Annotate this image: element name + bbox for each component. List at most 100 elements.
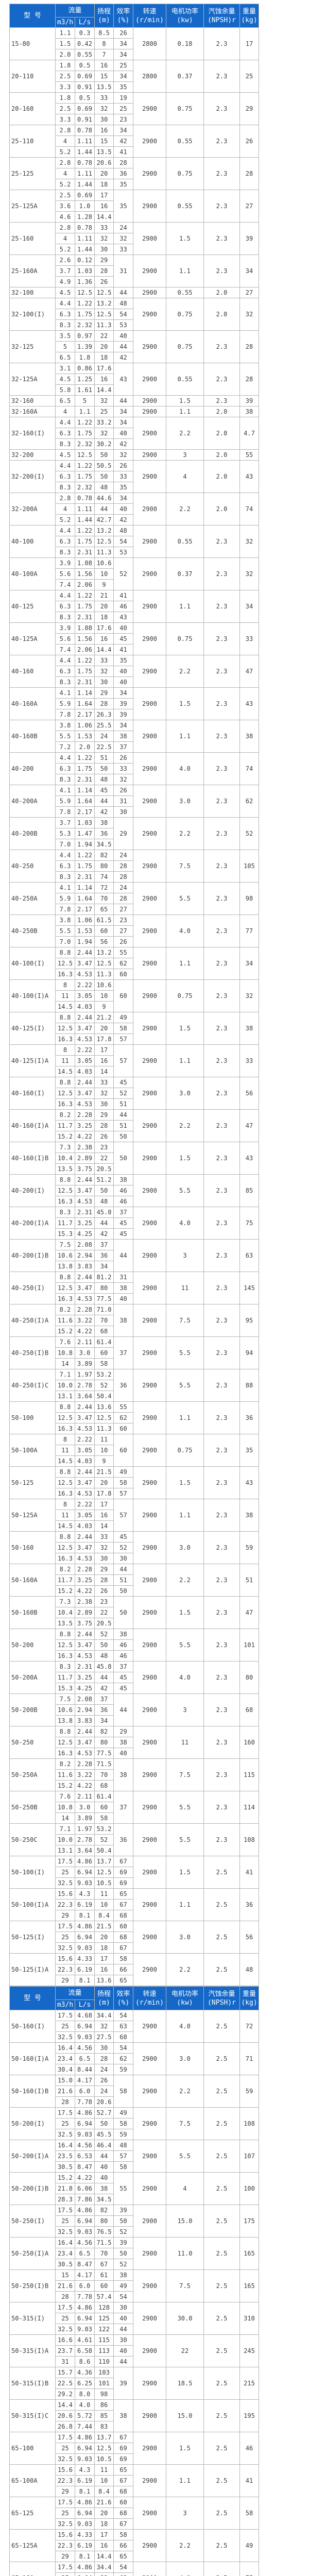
model-cell: 40-160(I) — [9, 1077, 56, 1110]
head-cell: 9 — [94, 579, 114, 590]
flow-ls-cell: 3.47 — [74, 1023, 95, 1034]
efficiency-cell: 66 — [113, 1964, 134, 1975]
head-cell: 80 — [94, 860, 114, 872]
head-cell: 17.8 — [94, 1488, 114, 1499]
flow-ls-cell: 0.3 — [74, 27, 95, 39]
flow-m3h-cell: 4.4 — [55, 752, 75, 764]
speed-cell: 2900 — [133, 622, 167, 655]
spec-row: 16.3 4.53 30 51 — [10, 1098, 259, 1110]
speed-cell: 2900 — [133, 2269, 167, 2302]
flow-ls-cell: 6.0 — [74, 2086, 95, 2097]
spec-row: 7.0 1.94 56 26 — [10, 936, 259, 947]
flow-m3h-cell: 7.1 — [55, 1369, 75, 1380]
npsh-cell: 2.3 — [203, 622, 241, 655]
flow-m3h-cell: 16.4 — [55, 2140, 75, 2151]
head-cell: 32 — [94, 233, 114, 244]
flow-m3h-cell: 8.2 — [55, 1109, 75, 1121]
efficiency-cell: 49 — [113, 2280, 134, 2292]
spec-row: 2.5 0.69 32 25 — [10, 103, 259, 114]
head-cell: 71.5 — [94, 1758, 114, 1770]
spec-row: 40-200(I)A 8.3 2.31 45.0 37 2900 4.0 2.3 75 — [9, 1207, 260, 1240]
flow-ls-cell: 2.31 — [74, 774, 95, 785]
flow-ls-cell: 6.94 — [74, 2021, 95, 2032]
efficiency-cell: 42 — [113, 438, 134, 450]
head-cell: 77.5 — [94, 1293, 114, 1304]
head-cell: 72 — [94, 882, 114, 893]
motor-power-cell: 0.75 — [166, 330, 204, 363]
npsh-cell: 2.3 — [203, 590, 241, 623]
model-cell: 50-200(I)A — [9, 2140, 56, 2173]
weight-cell: 75 — [239, 1207, 260, 1240]
spec-row: 50-100(I)A 15.6 4.3 11 65 2900 1.1 2.5 36 — [9, 1888, 260, 1921]
efficiency-cell: 57 — [113, 2150, 134, 2162]
spec-row: 15.2 4.22 26 50 — [10, 1585, 259, 1597]
spec-row: 25 6.94 12.5 69 — [10, 1867, 259, 1878]
npsh-cell: 2.3 — [203, 190, 241, 223]
flow-ls-cell: 1.06 — [74, 720, 95, 731]
spec-row: 32-125 3.5 0.97 22 40 2900 0.75 2.3 28 — [9, 330, 260, 363]
flow-m3h-cell: 8 — [55, 1499, 75, 1510]
flow-ls-cell: 3.47 — [74, 1639, 95, 1651]
head-cell: 13.2 — [94, 298, 114, 309]
model-cell: 40-160(I)B — [9, 1142, 56, 1175]
head-cell: 76.5 — [94, 2226, 114, 2238]
flow-ls-cell: 4.56 — [74, 2140, 95, 2151]
spec-row: 13.1 3.64 50.4 — [10, 1845, 259, 1856]
head-cell: 60 — [94, 1802, 114, 1813]
motor-power-cell: 1.5 — [166, 395, 204, 406]
efficiency-cell: 45 — [113, 1531, 134, 1543]
npsh-cell: 2.5 — [203, 2432, 241, 2465]
speed-cell: 2900 — [133, 2367, 167, 2400]
weight-cell: 310 — [239, 2302, 260, 2335]
weight-cell: 77 — [239, 914, 260, 947]
head-cell: 52 — [94, 1629, 114, 1640]
spec-row: 25-125A 2.5 0.69 17 35 2900 0.55 2.3 27 — [9, 190, 260, 223]
flow-ls-cell: 4.03 — [74, 1066, 95, 1077]
head-cell: 21.6 — [94, 2497, 114, 2508]
flow-m3h-cell: 30.4 — [55, 2064, 75, 2075]
efficiency-cell: 69 — [113, 1877, 134, 1889]
flow-m3h-cell: 29 — [55, 2551, 75, 2562]
head-cell: 16 — [94, 200, 114, 212]
spec-row: 50-315(I) 17.5 4.86 128 30 2900 30.0 2.5 310 — [9, 2302, 260, 2335]
spec-row: 23.5 6.53 44 57 — [10, 2150, 259, 2162]
weight-cell: 59 — [239, 1531, 260, 1564]
efficiency-cell: 58 — [113, 1477, 134, 1488]
flow-ls-cell: 2.08 — [74, 1239, 95, 1250]
flow-m3h-cell: 10.4 — [55, 1607, 75, 1618]
spec-row: 65-100 17.5 4.86 13.7 67 2900 1.5 2.5 46 — [9, 2432, 260, 2465]
head-cell: 30 — [94, 1553, 114, 1564]
efficiency-cell: 34 — [113, 125, 134, 136]
flow-ls-cell: 7.78 — [74, 2096, 95, 2108]
flow-ls-cell: 3.25 — [74, 1120, 95, 1131]
head-cell: 17.6 — [94, 622, 114, 634]
flow-m3h-cell: 7.8 — [55, 709, 75, 720]
weight-cell: 39 — [239, 395, 260, 406]
speed-cell: 2900 — [133, 557, 167, 590]
spec-row: 50-160(I)B 15.0 4.17 26 58 2900 2.2 2.5 59 — [9, 2075, 260, 2108]
pump-spec-table-1: 型 号流量 扬程 (m) 效率 (%) 转速 (r/min) 电机功率 (kw) 汽蚀余量 (NPS… — [9, 4, 260, 1986]
header-speed: 转速 (r/min) — [133, 4, 167, 28]
spec-row: 40-100(I)A 8 2.22 10.6 60 2900 0.75 2.3 32 — [9, 979, 260, 1012]
flow-m3h-cell: 11 — [55, 990, 75, 1002]
flow-m3h-cell: 3.5 — [55, 330, 75, 342]
weight-cell: 33 — [239, 622, 260, 655]
spec-row: 32.5 9.03 45.5 59 — [10, 2129, 259, 2140]
motor-power-cell: 4 — [166, 460, 204, 493]
head-cell: 125 — [94, 2313, 114, 2324]
speed-cell: 2900 — [133, 785, 167, 818]
head-cell: 61.5 — [94, 914, 114, 926]
head-cell: 60 — [94, 2280, 114, 2292]
head-cell: 32 — [94, 666, 114, 677]
flow-ls-cell: 1.75 — [74, 428, 95, 439]
weight-cell: 175 — [239, 2205, 260, 2238]
flow-ls-cell: 4.22 — [74, 1131, 95, 1142]
npsh-cell: 2.0 — [203, 406, 241, 417]
motor-power-cell: 0.55 — [166, 287, 204, 298]
efficiency-cell: 58 — [113, 2529, 134, 2540]
flow-ls-cell: 2.17 — [74, 709, 95, 720]
flow-ls-cell: 1.94 — [74, 936, 95, 947]
head-cell: 33 — [94, 655, 114, 666]
spec-row: 50-100 8.8 2.44 13.6 55 2900 1.1 2.3 36 — [9, 1401, 260, 1434]
